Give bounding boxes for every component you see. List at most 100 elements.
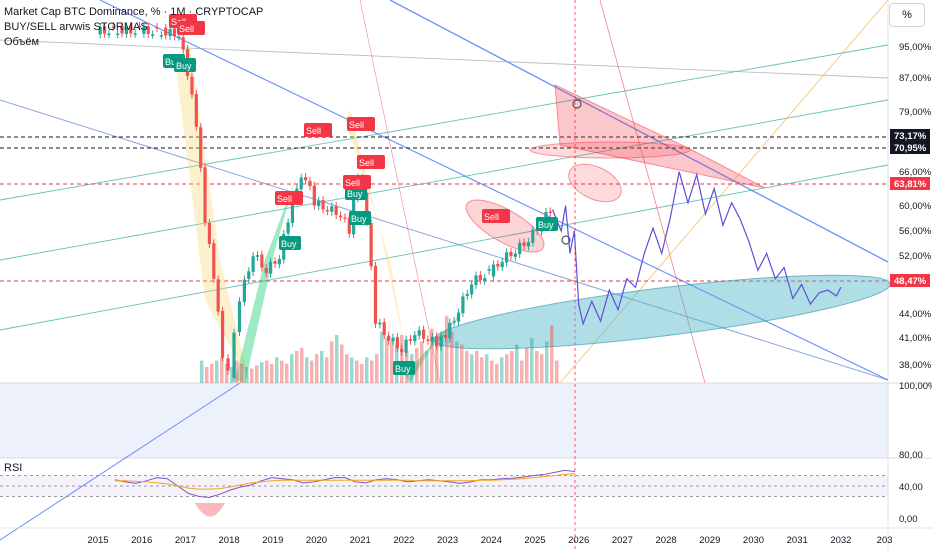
volume-pane bbox=[0, 383, 888, 458]
trendline-lower bbox=[0, 99, 889, 381]
volume-bar bbox=[370, 360, 374, 383]
candle-body bbox=[395, 337, 399, 349]
candle-body bbox=[382, 322, 386, 336]
volume-bar bbox=[525, 347, 529, 383]
signal-sell: Sell bbox=[357, 155, 385, 169]
volume-bar bbox=[260, 362, 264, 383]
signal-sell: Sell bbox=[482, 209, 510, 223]
signal-text: Sell bbox=[179, 24, 194, 34]
price-badge bbox=[890, 177, 930, 190]
rsi-legend[interactable]: RSI bbox=[4, 462, 23, 474]
candle-body bbox=[373, 265, 378, 324]
signal-badge bbox=[343, 175, 371, 189]
candle-body bbox=[242, 279, 246, 302]
candle-body bbox=[443, 334, 448, 338]
candle-body bbox=[461, 296, 465, 314]
candle-body bbox=[107, 33, 111, 36]
price-tick: 38,00% bbox=[899, 360, 932, 371]
volume-bar bbox=[485, 354, 489, 383]
candle-body bbox=[483, 278, 487, 281]
rsi-oversold-fill bbox=[195, 503, 225, 517]
candle-body bbox=[251, 256, 255, 272]
candle-body bbox=[303, 177, 308, 181]
signal-badge bbox=[482, 209, 510, 223]
volume-bar bbox=[510, 351, 514, 383]
candle-body bbox=[439, 335, 443, 347]
signal-text: Buy bbox=[395, 364, 411, 374]
symbol-title[interactable]: Market Cap BTC Dominance, % · 1M · CRYPT… bbox=[4, 6, 264, 18]
signal-badge bbox=[536, 217, 558, 231]
candle-body bbox=[387, 335, 391, 341]
candle-body bbox=[124, 26, 129, 35]
time-tick: 2031 bbox=[787, 535, 808, 546]
scale-mode-button[interactable]: % bbox=[889, 3, 925, 27]
ray-line bbox=[599, 0, 706, 384]
candle-body bbox=[312, 185, 316, 206]
volume-bar bbox=[555, 360, 559, 383]
trendline-upper bbox=[389, 0, 889, 263]
candle-body bbox=[207, 223, 212, 244]
time-tick: 2019 bbox=[262, 535, 283, 546]
candle-body bbox=[338, 215, 343, 218]
up-wedge bbox=[235, 180, 295, 383]
candle-body bbox=[137, 25, 142, 28]
volume-bar bbox=[375, 354, 379, 383]
volume-bar bbox=[225, 363, 229, 383]
volume-bar bbox=[450, 331, 454, 383]
candle-body bbox=[290, 198, 295, 224]
candle-body bbox=[164, 27, 168, 36]
volume-bar bbox=[295, 351, 299, 383]
volume-bar bbox=[500, 357, 504, 383]
volume-bar bbox=[265, 360, 269, 383]
candle-body bbox=[155, 27, 159, 29]
volume-bar bbox=[440, 335, 444, 383]
ellipse-zone bbox=[568, 163, 622, 203]
signal-text: Buy bbox=[176, 61, 192, 71]
volume-bar bbox=[280, 360, 284, 383]
candle-body bbox=[334, 205, 338, 215]
candle-body bbox=[203, 167, 207, 223]
volume-bar bbox=[425, 351, 429, 383]
time-tick: 2020 bbox=[306, 535, 327, 546]
time-tick: 2015 bbox=[87, 535, 108, 546]
signal-badge bbox=[393, 361, 415, 375]
candle-body bbox=[522, 242, 526, 246]
price-badge bbox=[890, 129, 930, 142]
volume-bar bbox=[505, 354, 509, 383]
candle-body bbox=[518, 242, 522, 255]
volume-bar bbox=[540, 354, 544, 383]
candle-body bbox=[491, 264, 496, 277]
candle-body bbox=[216, 279, 220, 312]
signal-buy: Buy bbox=[393, 361, 415, 375]
price-tick: 52,00% bbox=[899, 251, 932, 262]
candle-body bbox=[212, 243, 216, 279]
candle-body bbox=[172, 28, 177, 37]
signal-badge bbox=[347, 117, 375, 131]
volume-legend[interactable]: Объём bbox=[4, 36, 40, 48]
indicator-legend[interactable]: BUY/SELL arvwis STORMAS bbox=[4, 21, 148, 33]
price-tick: 87,00% bbox=[899, 73, 932, 84]
volume-bar bbox=[285, 363, 289, 383]
candle-body bbox=[237, 301, 242, 333]
candle-body bbox=[226, 358, 230, 371]
time-tick: 203 bbox=[877, 535, 893, 546]
volume-bar bbox=[400, 335, 404, 383]
signal-buy: Buy bbox=[349, 211, 371, 225]
signal-badge bbox=[174, 58, 196, 72]
volume-bar bbox=[530, 338, 534, 383]
volume-bar bbox=[445, 315, 449, 383]
candle-body bbox=[347, 217, 351, 234]
price-badge-text: 63,81% bbox=[894, 179, 927, 190]
price-badge bbox=[890, 141, 930, 154]
signal-text: Buy bbox=[281, 239, 297, 249]
ellipse-zone bbox=[529, 141, 691, 159]
candle-body bbox=[146, 26, 150, 34]
volume-bar bbox=[240, 363, 244, 383]
candle-body bbox=[504, 252, 509, 263]
candle-body bbox=[181, 37, 185, 50]
volume-bar bbox=[255, 365, 259, 383]
signal-badge bbox=[349, 211, 371, 225]
volume-bar bbox=[235, 360, 239, 383]
rsi-tick: 80,00 bbox=[899, 450, 923, 461]
